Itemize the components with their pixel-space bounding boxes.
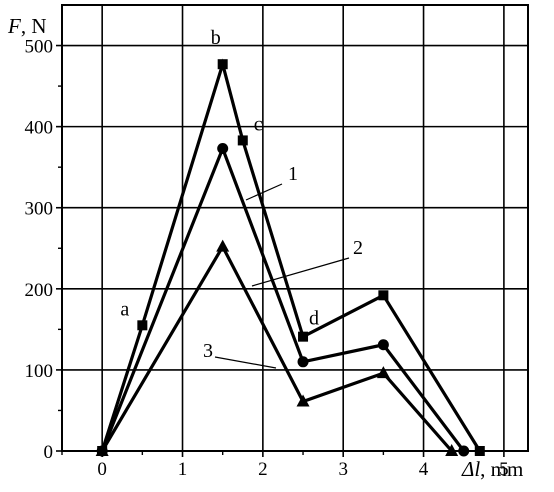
series-line: [100, 243, 453, 453]
data-point-square: [217, 59, 228, 70]
x-tick-label: 2: [258, 459, 268, 480]
data-point-square: [474, 446, 485, 456]
data-point-circle: [377, 339, 389, 351]
x-tick-label: 5: [499, 459, 509, 480]
y-tick-label: 300: [25, 199, 54, 220]
data-point-square: [237, 135, 248, 146]
y-tick-label: 400: [25, 118, 54, 139]
data-point-triangle: [376, 366, 390, 379]
y-tick-label: 100: [25, 361, 54, 382]
x-axis-label-symbol: Δl: [461, 457, 480, 481]
data-point-triangle: [445, 444, 459, 456]
point-label-a: a: [120, 298, 129, 320]
plot-frame: [61, 4, 529, 452]
series-leader-line: [214, 356, 277, 369]
series-3: [95, 239, 459, 456]
data-point-circle: [458, 445, 470, 457]
series-label: 1: [288, 163, 298, 185]
point-label-d: d: [309, 308, 319, 330]
x-axis-label: Δl, mm: [461, 457, 523, 481]
y-tick-label: 0: [44, 442, 54, 463]
point-label-b: b: [211, 27, 221, 49]
grid: [62, 5, 528, 452]
data-point-triangle: [95, 444, 109, 456]
x-tick-label: 4: [419, 459, 429, 480]
series-line: [100, 144, 466, 452]
point-label-c: c: [254, 113, 263, 135]
data-point-square: [378, 290, 389, 301]
series-1: [97, 58, 485, 456]
y-axis-label-symbol: F: [7, 14, 21, 38]
data-point-square: [137, 320, 148, 331]
labels-layer: 0 1 2 3 4 5 0 100 200 300 400 500 1 2 3 a b c d: [25, 27, 509, 480]
series-leader-line: [245, 183, 283, 201]
data-point-triangle: [216, 239, 230, 252]
series-label: 3: [203, 340, 213, 362]
data-point-triangle: [296, 394, 310, 407]
y-tick-label: 200: [25, 280, 54, 301]
x-tick-label: 0: [97, 459, 107, 480]
x-axis-label-unit: , mm: [480, 457, 523, 481]
data-point-square: [298, 331, 309, 342]
leader-lines: [214, 183, 350, 369]
x-tick-label: 1: [178, 459, 188, 480]
series-label: 2: [353, 237, 363, 259]
series-layer: [95, 58, 485, 457]
x-tick-label: 3: [338, 459, 348, 480]
series-leader-line: [251, 257, 350, 287]
data-point-circle: [297, 356, 309, 368]
y-tick-label: 500: [25, 37, 54, 58]
y-axis-label-unit: , N: [21, 14, 47, 38]
data-point-circle: [217, 143, 229, 155]
y-axis-label: F, N: [7, 14, 47, 38]
